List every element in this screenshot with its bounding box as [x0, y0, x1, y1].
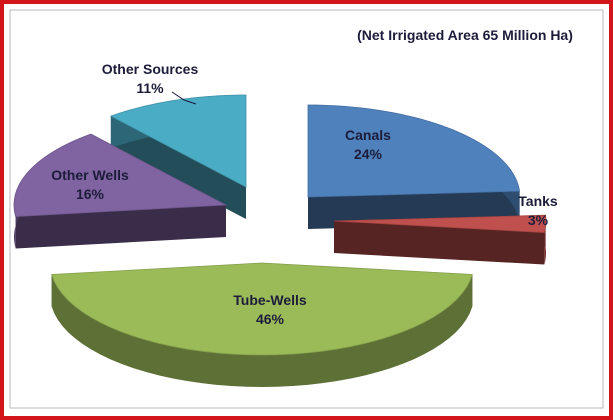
value-canals: 24%	[354, 146, 383, 162]
value-tube-wells: 46%	[256, 311, 285, 327]
label-other-wells: Other Wells	[51, 167, 129, 183]
label-other-sources: Other Sources	[102, 61, 199, 77]
value-other-wells: 16%	[76, 186, 105, 202]
label-canals: Canals	[345, 127, 391, 143]
value-other-sources: 11%	[136, 80, 164, 96]
label-tanks: Tanks	[518, 193, 558, 209]
chart-subtitle: (Net Irrigated Area 65 Million Ha)	[357, 27, 573, 43]
value-tanks: 3%	[528, 212, 549, 228]
label-tube-wells: Tube-Wells	[233, 292, 307, 308]
